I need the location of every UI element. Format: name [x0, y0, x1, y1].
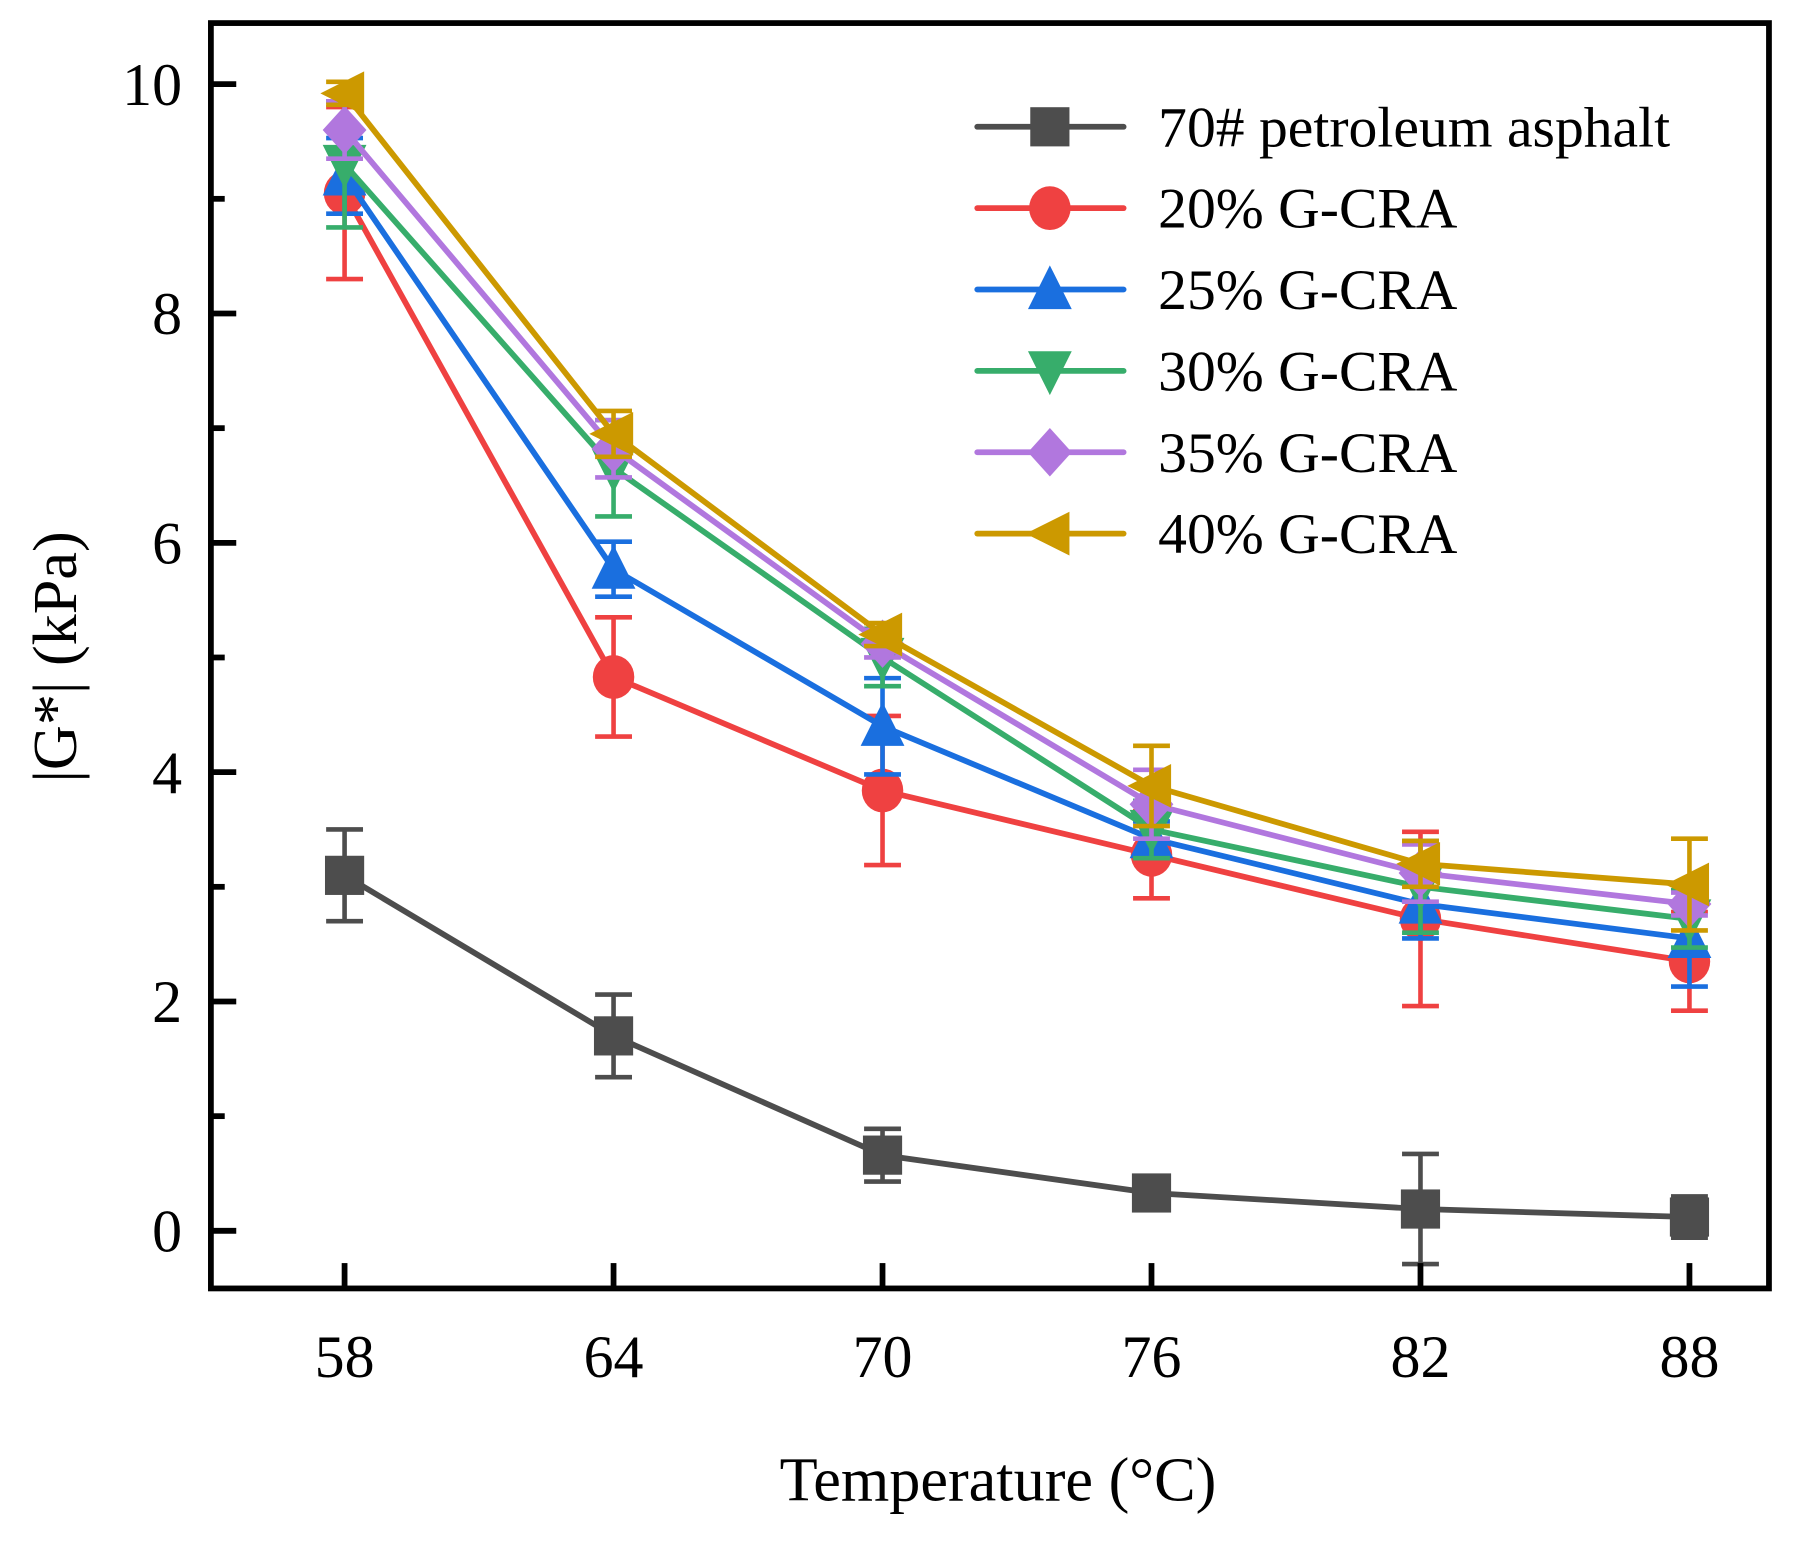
- legend-item: 70# petroleum asphalt: [974, 96, 1670, 159]
- legend-item: 20% G-CRA: [974, 178, 1458, 241]
- data-point: [860, 702, 905, 746]
- legend-marker: [1029, 186, 1071, 231]
- legend-label: 35% G-CRA: [1158, 422, 1458, 485]
- plot-frame: [208, 20, 1772, 1292]
- series-layer: [320, 71, 1712, 1267]
- data-point: [1131, 1173, 1172, 1213]
- data-point: [592, 655, 635, 699]
- data-point: [589, 411, 634, 456]
- data-point: [861, 768, 904, 813]
- series-line: [342, 174, 1690, 942]
- data-point: [1669, 1197, 1710, 1237]
- x-tick-label: 82: [1391, 1324, 1451, 1390]
- x-tick-label: 58: [315, 1324, 375, 1390]
- data-point: [1665, 862, 1710, 907]
- series-4: [322, 99, 1712, 929]
- legend-label: 20% G-CRA: [1158, 178, 1458, 241]
- series-1: [323, 104, 1711, 1013]
- data-point: [591, 544, 636, 589]
- y-tick-label: 0: [152, 1199, 182, 1265]
- data-point: [324, 855, 365, 895]
- x-tick-label: 76: [1122, 1324, 1182, 1390]
- x-tick-label: 64: [584, 1324, 644, 1390]
- x-tick-label: 88: [1659, 1324, 1719, 1390]
- axes-layer: 0 2 4 6 8 10 58 64 70 76 82 88: [122, 52, 1719, 1390]
- series-line: [342, 191, 1690, 965]
- legend-item: 40% G-CRA: [974, 503, 1458, 566]
- data-point: [593, 1016, 634, 1056]
- data-point: [1396, 841, 1441, 886]
- y-axis-title: |G*| (kPa): [22, 531, 90, 782]
- legend-marker: [1027, 428, 1072, 477]
- legend-item: 35% G-CRA: [974, 422, 1458, 485]
- legend-marker: [1025, 511, 1070, 556]
- legend-marker: [1027, 351, 1072, 396]
- data-point: [862, 1135, 903, 1175]
- data-point: [320, 71, 365, 116]
- series-line: [342, 128, 1690, 907]
- data-point: [322, 144, 367, 189]
- legend-item: 25% G-CRA: [974, 259, 1458, 322]
- series-0: [324, 827, 1710, 1267]
- data-point: [858, 612, 903, 657]
- series-line: [343, 872, 1690, 1220]
- legend: 70# petroleum asphalt 20% G-CRA 25% G-CRA 3…: [974, 96, 1670, 566]
- legend-label: 30% G-CRA: [1158, 340, 1458, 403]
- data-point: [322, 105, 367, 155]
- y-tick-label: 2: [152, 969, 182, 1035]
- series-5: [320, 71, 1710, 933]
- y-tick-label: 8: [152, 281, 182, 347]
- legend-label: 40% G-CRA: [1158, 503, 1458, 566]
- y-tick-label: 4: [152, 740, 182, 806]
- data-point: [1400, 1189, 1441, 1229]
- series-line: [342, 91, 1690, 888]
- series-2: [322, 135, 1712, 989]
- data-point: [1127, 764, 1172, 808]
- legend-marker: [1030, 107, 1070, 147]
- legend-marker: [1027, 265, 1072, 310]
- series-line: [342, 162, 1690, 922]
- x-tick-label: 70: [853, 1324, 913, 1390]
- x-axis-title: Temperature (°C): [780, 1446, 1217, 1514]
- legend-label: 25% G-CRA: [1158, 259, 1458, 322]
- legend-label: 70# petroleum asphalt: [1158, 96, 1670, 159]
- y-tick-label: 6: [152, 511, 182, 577]
- legend-item: 30% G-CRA: [974, 340, 1458, 403]
- y-tick-label: 10: [122, 52, 182, 118]
